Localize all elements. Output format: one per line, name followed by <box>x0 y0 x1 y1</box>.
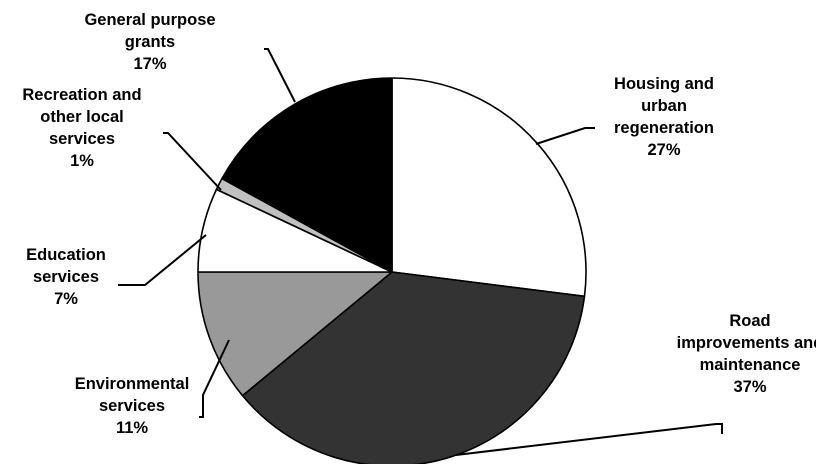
leader-line-4 <box>118 234 207 286</box>
leader-line-5 <box>163 132 222 191</box>
slice-label-5-line-4: 1% <box>70 152 94 170</box>
slice-label-2: Road improvements and maintenance 37% <box>677 312 816 396</box>
slice-label-1-line-2: urban <box>641 97 687 115</box>
leader-lines-layer <box>118 48 723 456</box>
slice-label-6: General purpose grants 17% <box>84 11 215 73</box>
leader-line-6 <box>264 48 296 103</box>
leader-line-2 <box>455 423 723 456</box>
slice-label-3-line-3: 11% <box>116 419 148 437</box>
pie-slice-3 <box>197 271 393 397</box>
slice-label-5-line-2: other local <box>40 108 123 126</box>
slices-layer <box>197 77 587 464</box>
pie-slice-1 <box>391 77 587 298</box>
slice-label-3-line-1: Environmental <box>75 375 190 393</box>
slice-label-4: Education services 7% <box>26 246 106 308</box>
slice-label-4-line-3: 7% <box>54 290 78 308</box>
slice-label-6-line-3: 17% <box>133 55 166 73</box>
slice-label-3: Environmental services 11% <box>75 375 190 437</box>
leader-line-3 <box>199 339 230 418</box>
slice-label-2-line-2: improvements and <box>677 334 816 352</box>
slice-label-1-line-3: regeneration <box>614 119 714 137</box>
slice-label-2-line-3: maintenance <box>700 356 801 374</box>
slice-label-5: Recreation and other local services 1% <box>22 86 141 170</box>
slice-label-6-line-2: grants <box>125 33 175 51</box>
slice-label-3-line-2: services <box>99 397 165 415</box>
slice-label-2-line-4: 37% <box>733 378 766 396</box>
labels-layer: Housing and urban regeneration 27% Road impro… <box>22 11 816 437</box>
slice-label-4-line-2: services <box>33 268 99 286</box>
leader-line-1 <box>535 127 595 145</box>
slice-label-1: Housing and urban regeneration 27% <box>614 75 714 159</box>
slice-label-1-line-4: 27% <box>647 141 680 159</box>
slice-label-5-line-1: Recreation and <box>22 86 141 104</box>
slice-label-2-line-1: Road <box>729 312 770 330</box>
slice-label-6-line-1: General purpose <box>84 11 215 29</box>
pie-slice-6 <box>221 77 393 273</box>
slice-label-5-line-3: services <box>49 130 115 148</box>
pie-slice-2 <box>241 271 586 464</box>
slice-label-4-line-1: Education <box>26 246 106 264</box>
slice-label-1-line-1: Housing and <box>614 75 714 93</box>
